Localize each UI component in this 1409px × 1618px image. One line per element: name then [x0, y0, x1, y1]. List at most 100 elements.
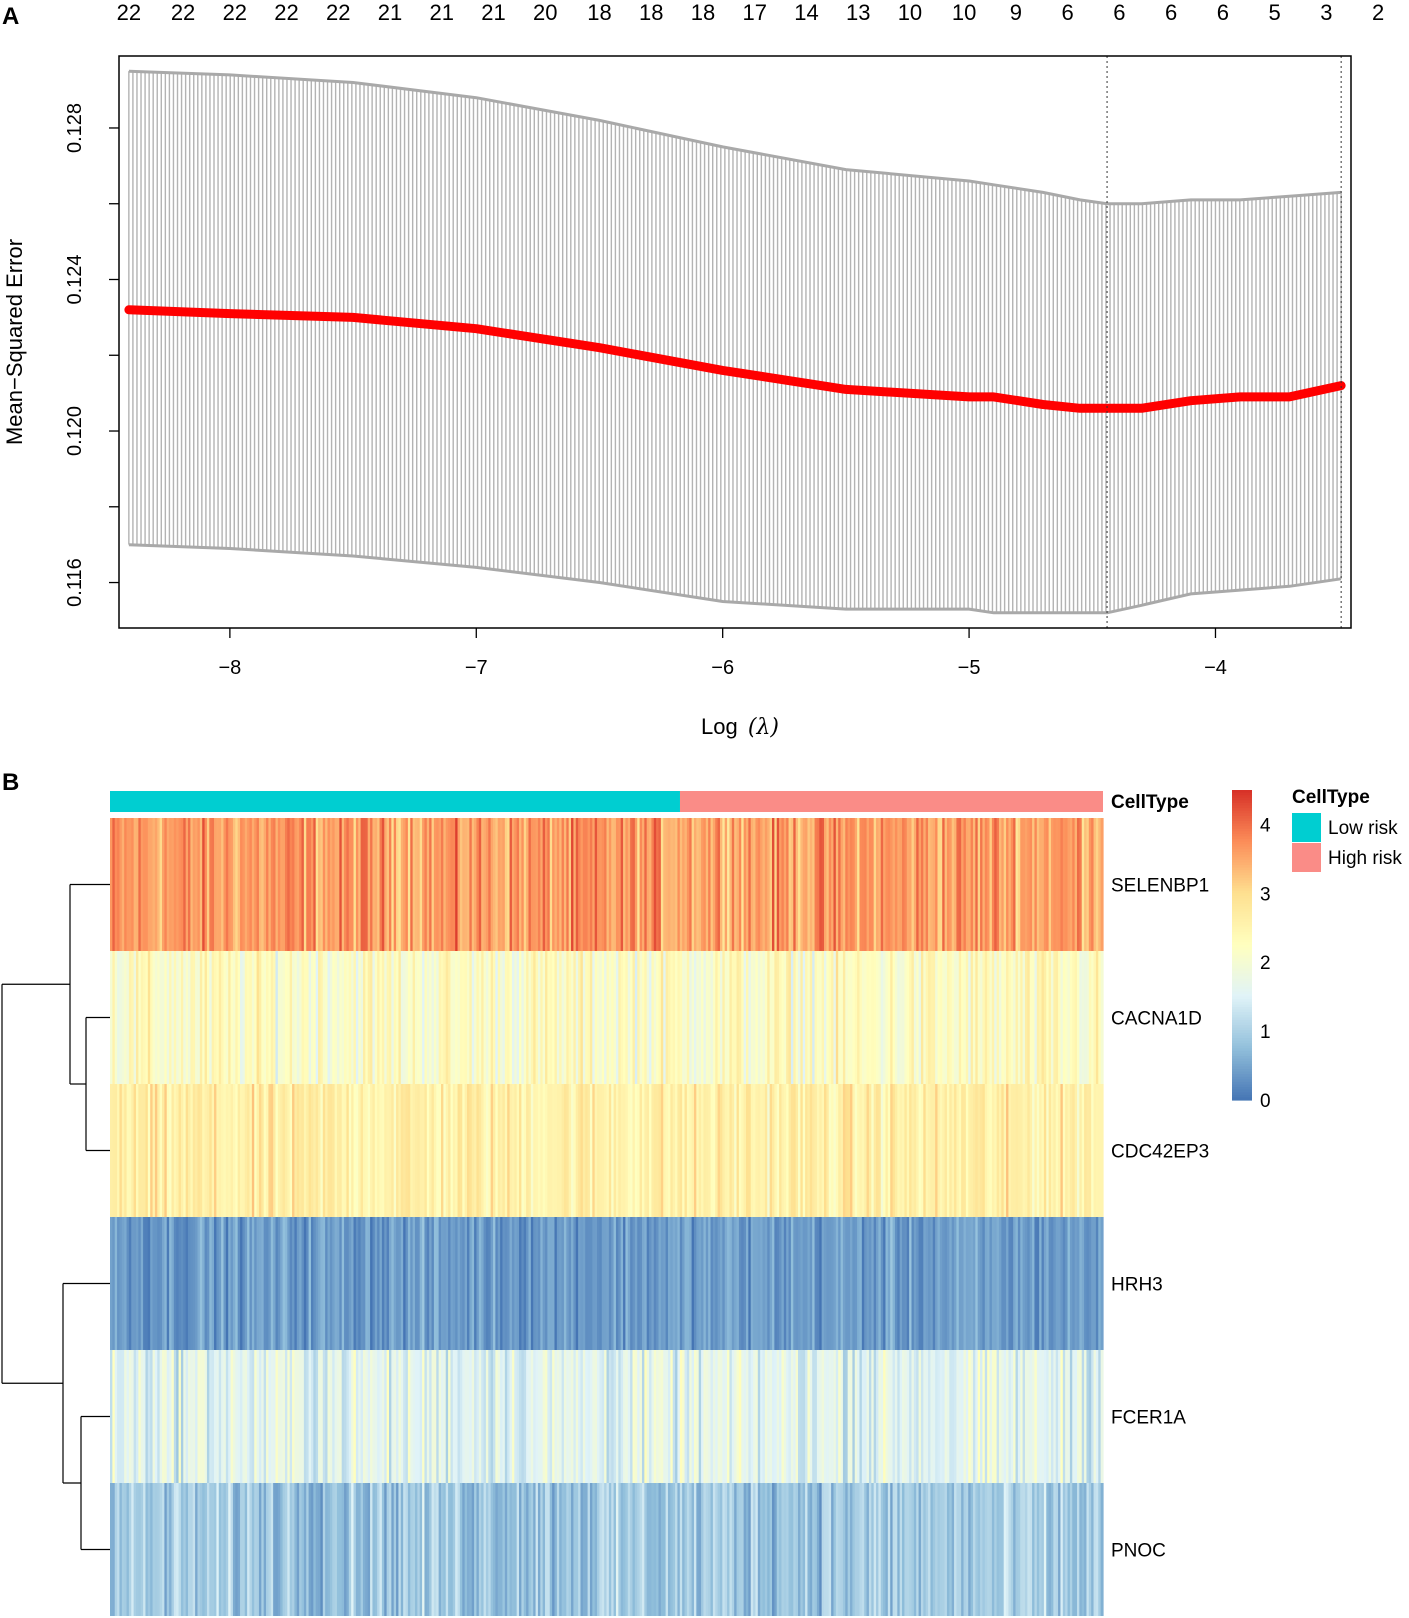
heatmap-cell	[970, 1084, 974, 1217]
heatmap-cell	[769, 951, 773, 1084]
heatmap-cell	[724, 1084, 728, 1217]
heatmap-cell	[448, 818, 452, 951]
heatmap-cell	[140, 818, 144, 951]
heatmap-cell	[651, 818, 655, 951]
heatmap-cell	[961, 1217, 965, 1350]
heatmap-cell	[696, 818, 700, 951]
heatmap-cell	[140, 951, 144, 1084]
heatmap-cell	[211, 1483, 215, 1616]
heatmap-cell	[809, 1217, 813, 1350]
heatmap-cell	[450, 1084, 454, 1217]
color-scale-swatch	[1232, 1009, 1252, 1013]
heatmap-cell	[897, 818, 901, 951]
heatmap-cell	[1027, 951, 1031, 1084]
heatmap-cell	[712, 1350, 716, 1483]
heatmap-cell	[1017, 1217, 1021, 1350]
heatmap-cell	[776, 951, 780, 1084]
heatmap-cell	[566, 1084, 570, 1217]
heatmap-cell	[980, 951, 984, 1084]
heatmap-cell	[1074, 1483, 1078, 1616]
heatmap-cell	[932, 1350, 936, 1483]
heatmap-cell	[166, 1217, 170, 1350]
heatmap-cell	[575, 1350, 579, 1483]
heatmap-cell	[998, 1350, 1002, 1483]
heatmap-cell	[1060, 951, 1064, 1084]
heatmap-cell	[306, 1350, 310, 1483]
heatmap-cell	[353, 1350, 357, 1483]
heatmap-cell	[1010, 1483, 1014, 1616]
heatmap-cell	[793, 1350, 797, 1483]
heatmap-cell	[232, 951, 236, 1084]
heatmap-cell	[433, 951, 437, 1084]
heatmap-cell	[864, 1217, 868, 1350]
heatmap-cell	[627, 951, 631, 1084]
heatmap-cell	[1095, 1084, 1099, 1217]
heatmap-cell	[798, 1350, 801, 1483]
heatmap-cell	[923, 1084, 927, 1217]
heatmap-cell	[800, 1483, 804, 1616]
heatmap-cell	[216, 951, 220, 1084]
heatmap-cell	[396, 1483, 400, 1616]
heatmap-cell	[769, 1483, 773, 1616]
heatmap-cell	[1055, 1217, 1059, 1350]
heatmap-cell	[649, 1217, 653, 1350]
heatmap-cell	[741, 951, 745, 1084]
heatmap-cell	[329, 951, 333, 1084]
heatmap-cell	[965, 1350, 969, 1483]
heatmap-cell	[956, 951, 960, 1084]
heatmap-cell	[410, 1217, 414, 1350]
heatmap-cell	[812, 818, 816, 951]
heatmap-cell	[367, 1350, 371, 1483]
heatmap-cell	[152, 951, 156, 1084]
heatmap-cell	[150, 818, 154, 951]
color-scale-swatch	[1232, 823, 1252, 827]
heatmap-cell	[244, 1350, 248, 1483]
heatmap-cell	[1100, 1483, 1104, 1616]
heatmap-cell	[140, 1217, 144, 1350]
heatmap-cell	[414, 951, 418, 1084]
heatmap-cell	[743, 951, 747, 1084]
heatmap-cell	[136, 1483, 139, 1616]
heatmap-cell	[833, 1084, 837, 1217]
heatmap-cell	[1043, 818, 1047, 951]
heatmap-cell	[890, 951, 894, 1084]
heatmap-cell	[273, 1483, 277, 1616]
heatmap-cell	[133, 1350, 137, 1483]
heatmap-cell	[438, 818, 442, 951]
heatmap-cell	[1088, 818, 1092, 951]
heatmap-cell	[225, 1350, 229, 1483]
heatmap-cell	[1024, 951, 1028, 1084]
heatmap-cell	[374, 1084, 378, 1217]
heatmap-cell	[157, 951, 161, 1084]
heatmap-cell	[958, 1483, 962, 1616]
heatmap-cell	[341, 1084, 345, 1217]
heatmap-cell	[450, 818, 454, 951]
heatmap-cell	[469, 1350, 473, 1483]
heatmap-cell	[495, 818, 499, 951]
heatmap-cell	[637, 1084, 641, 1217]
heatmap-cell	[776, 1483, 780, 1616]
color-scale-tick-label: 3	[1260, 884, 1271, 905]
heatmap-cell	[731, 1217, 735, 1350]
heatmap-cell	[228, 1350, 232, 1483]
heatmap-cell	[1100, 1350, 1104, 1483]
color-scale-swatch	[1232, 857, 1252, 861]
heatmap-cell	[580, 1084, 584, 1217]
heatmap-cell	[620, 1084, 624, 1217]
heatmap-cell	[516, 951, 520, 1084]
color-scale-swatch	[1232, 991, 1252, 995]
heatmap-cell	[1065, 818, 1069, 951]
heatmap-cell	[663, 1217, 667, 1350]
heatmap-cell	[235, 818, 239, 951]
heatmap-cell	[457, 1217, 461, 1350]
heatmap-cell	[604, 818, 608, 951]
heatmap-cell	[965, 1483, 969, 1616]
heatmap-cell	[332, 951, 336, 1084]
heatmap-cell	[240, 1483, 243, 1616]
heatmap-cell	[578, 951, 582, 1084]
heatmap-cell	[400, 1483, 404, 1616]
heatmap-cell	[523, 1483, 527, 1616]
heatmap-cell	[970, 1483, 974, 1616]
heatmap-cell	[391, 1483, 395, 1616]
heatmap-cell	[608, 1217, 612, 1350]
